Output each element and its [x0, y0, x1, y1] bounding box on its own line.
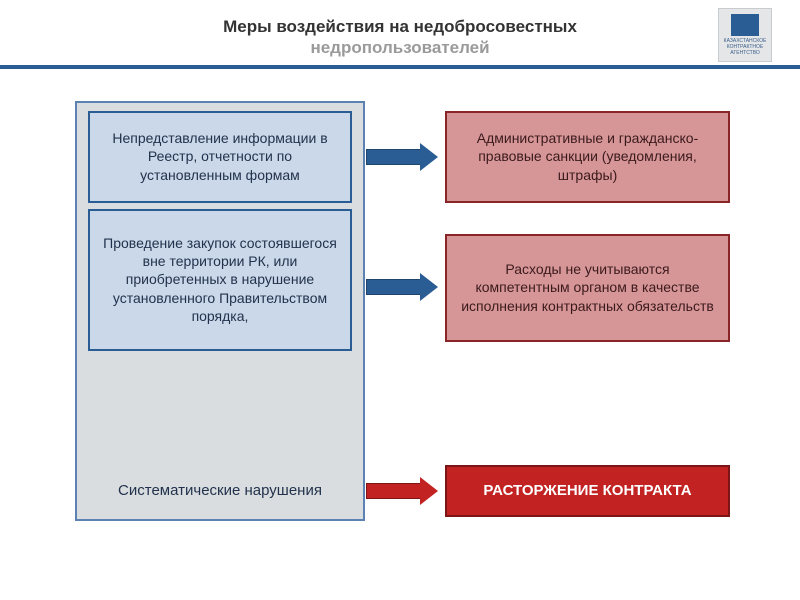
logo-icon	[731, 14, 759, 36]
box-left-1: Непредставление информации в Реестр, отч…	[88, 111, 352, 203]
box-left-2-text: Проведение закупок состоявшегося вне тер…	[100, 234, 340, 325]
box-right-1: Административные и гражданско-правовые с…	[445, 111, 730, 203]
box-left-2: Проведение закупок состоявшегося вне тер…	[88, 209, 352, 351]
logo: КАЗАХСТАНСКОЕ КОНТРАКТНОЕ АГЕНТСТВО	[718, 8, 772, 62]
header: Меры воздействия на недобросовестных нед…	[0, 0, 800, 63]
box-right-3: РАСТОРЖЕНИЕ КОНТРАКТА	[445, 465, 730, 517]
box-left-3-text: Систематические нарушения	[118, 481, 322, 501]
box-right-1-text: Административные и гражданско-правовые с…	[457, 129, 718, 184]
title-line-2: недропользователей	[310, 38, 489, 57]
box-right-2: Расходы не учитываются компетентным орга…	[445, 234, 730, 342]
diagram-canvas: Непредставление информации в Реестр, отч…	[0, 69, 800, 589]
title-line-1: Меры воздействия на недобросовестных	[223, 17, 577, 36]
page-title: Меры воздействия на недобросовестных нед…	[0, 16, 800, 59]
box-left-1-text: Непредставление информации в Реестр, отч…	[100, 129, 340, 184]
box-left-3: Систематические нарушения	[88, 469, 352, 513]
box-right-3-text: РАСТОРЖЕНИЕ КОНТРАКТА	[483, 481, 691, 501]
logo-caption: КАЗАХСТАНСКОЕ КОНТРАКТНОЕ АГЕНТСТВО	[719, 38, 771, 56]
box-right-2-text: Расходы не учитываются компетентным орга…	[457, 260, 718, 315]
